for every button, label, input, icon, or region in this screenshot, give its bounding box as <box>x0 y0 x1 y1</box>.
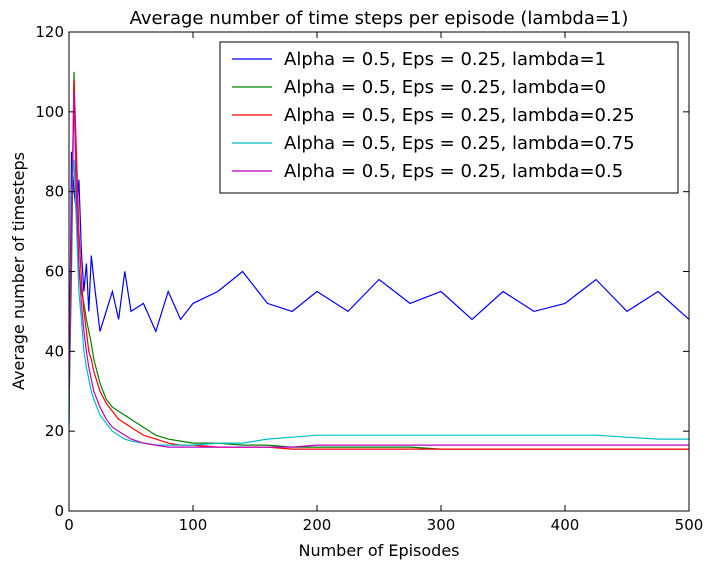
series-line-4 <box>69 91 689 448</box>
y-tick-label: 80 <box>45 183 64 201</box>
y-tick-label: 20 <box>45 422 64 440</box>
y-tick-label: 60 <box>45 263 64 281</box>
series-layer <box>69 71 689 450</box>
legend-label-3: Alpha = 0.5, Eps = 0.25, lambda=0.75 <box>284 133 635 154</box>
x-axis-title: Number of Episodes <box>298 541 459 560</box>
x-tick-label: 200 <box>303 516 332 534</box>
y-tick-label: 40 <box>45 342 64 360</box>
y-tick-label: 120 <box>35 23 64 41</box>
series-line-0 <box>69 151 689 424</box>
legend-label-0: Alpha = 0.5, Eps = 0.25, lambda=1 <box>284 49 606 70</box>
x-tick-label: 100 <box>179 516 208 534</box>
series-line-2 <box>69 79 689 450</box>
y-tick-label: 0 <box>54 502 64 520</box>
legend-label-4: Alpha = 0.5, Eps = 0.25, lambda=0.5 <box>284 161 623 182</box>
legend: Alpha = 0.5, Eps = 0.25, lambda=1 Alpha =… <box>219 41 679 194</box>
chart-title: Average number of time steps per episode… <box>130 8 629 29</box>
x-tick-label: 400 <box>551 516 580 534</box>
x-tick-label: 500 <box>675 516 704 534</box>
tick-layer: 0 100 200 300 400 500 0 20 40 60 80 100 120 <box>35 23 703 534</box>
legend-box <box>219 41 679 194</box>
series-line-3 <box>69 159 689 446</box>
legend-label-2: Alpha = 0.5, Eps = 0.25, lambda=0.25 <box>284 105 635 126</box>
y-axis-title: Average number of timesteps <box>9 152 28 390</box>
x-tick-label: 300 <box>427 516 456 534</box>
y-tick-label: 100 <box>35 103 64 121</box>
legend-label-1: Alpha = 0.5, Eps = 0.25, lambda=0 <box>284 77 606 98</box>
x-tick-label: 0 <box>64 516 74 534</box>
